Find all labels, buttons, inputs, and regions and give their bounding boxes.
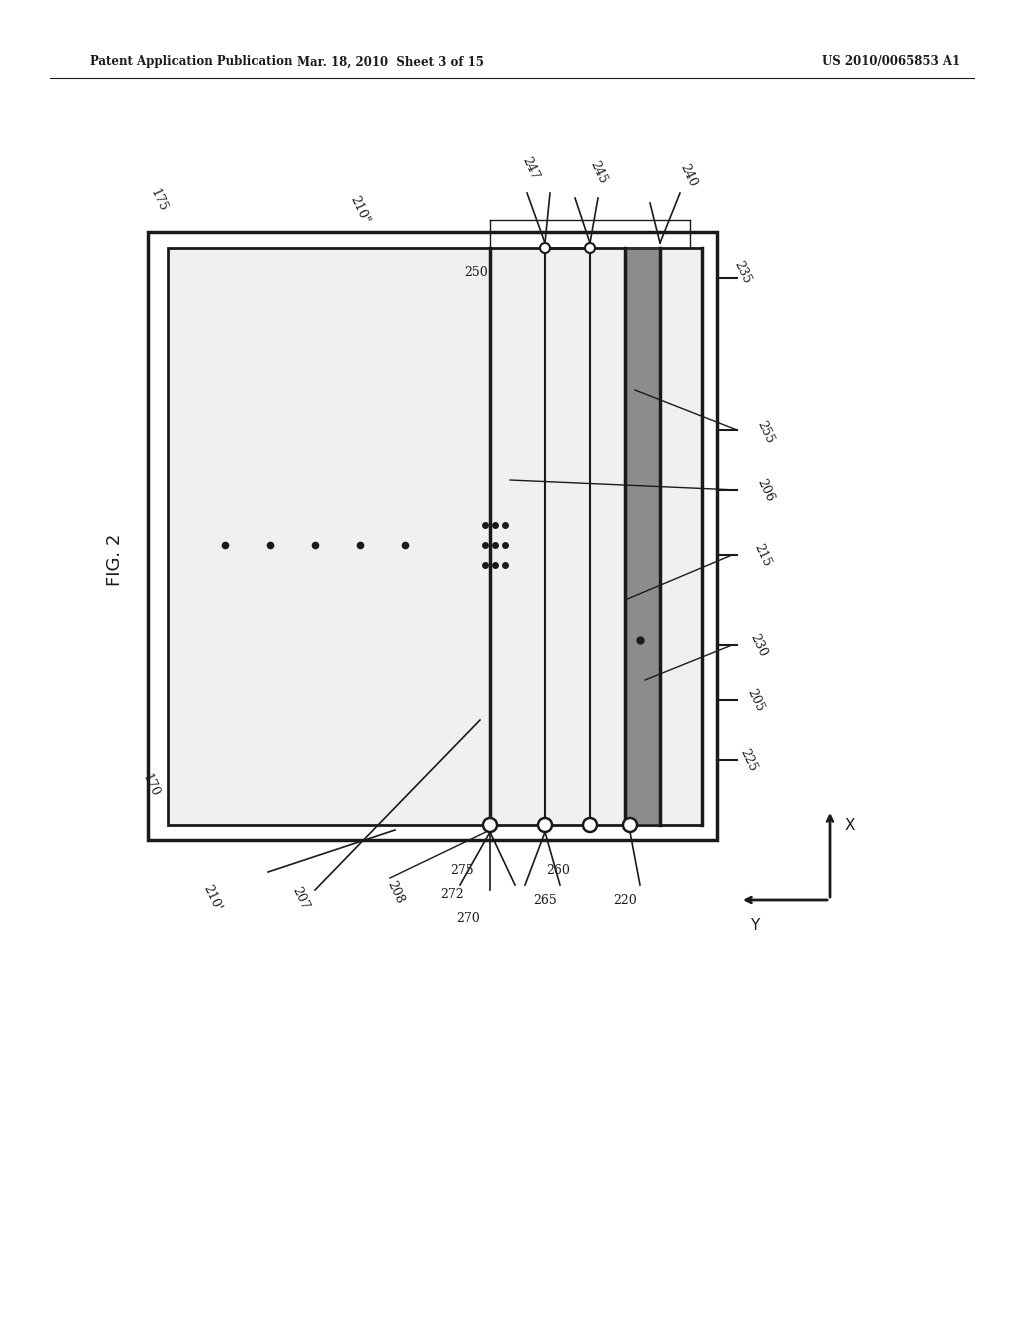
Text: 170: 170 [140,771,162,799]
Bar [625,248,660,825]
Circle shape [540,243,550,253]
Text: 235: 235 [731,259,753,285]
Text: 275: 275 [451,863,474,876]
Bar [148,232,717,840]
Circle shape [538,818,552,832]
Circle shape [483,818,497,832]
Text: US 2010/0065853 A1: US 2010/0065853 A1 [822,55,961,69]
Text: 210": 210" [348,194,372,226]
Text: 215: 215 [751,541,773,569]
Text: 205: 205 [744,686,766,714]
Text: Y: Y [751,917,760,933]
Text: 220: 220 [613,894,637,907]
Text: 245: 245 [587,158,609,186]
Text: 175: 175 [148,186,170,214]
Circle shape [623,818,637,832]
Text: 208: 208 [384,878,406,906]
Text: 260: 260 [546,863,570,876]
Text: 206: 206 [754,477,776,503]
Text: Mar. 18, 2010  Sheet 3 of 15: Mar. 18, 2010 Sheet 3 of 15 [297,55,483,69]
Bar [168,248,702,825]
Text: 255: 255 [754,418,776,445]
Text: X: X [845,817,855,833]
Text: 225: 225 [737,747,759,774]
Circle shape [583,818,597,832]
Text: 207: 207 [289,884,311,912]
Text: Patent Application Publication: Patent Application Publication [90,55,293,69]
Text: FIG. 2: FIG. 2 [106,533,124,586]
Text: 272: 272 [440,888,464,902]
Text: 240: 240 [677,161,699,189]
Text: 265: 265 [534,894,557,907]
Text: 230: 230 [748,631,769,659]
Text: 270: 270 [456,912,480,924]
Text: 247: 247 [519,154,541,182]
Circle shape [585,243,595,253]
Text: 210': 210' [201,883,223,913]
Text: 250: 250 [464,265,488,279]
